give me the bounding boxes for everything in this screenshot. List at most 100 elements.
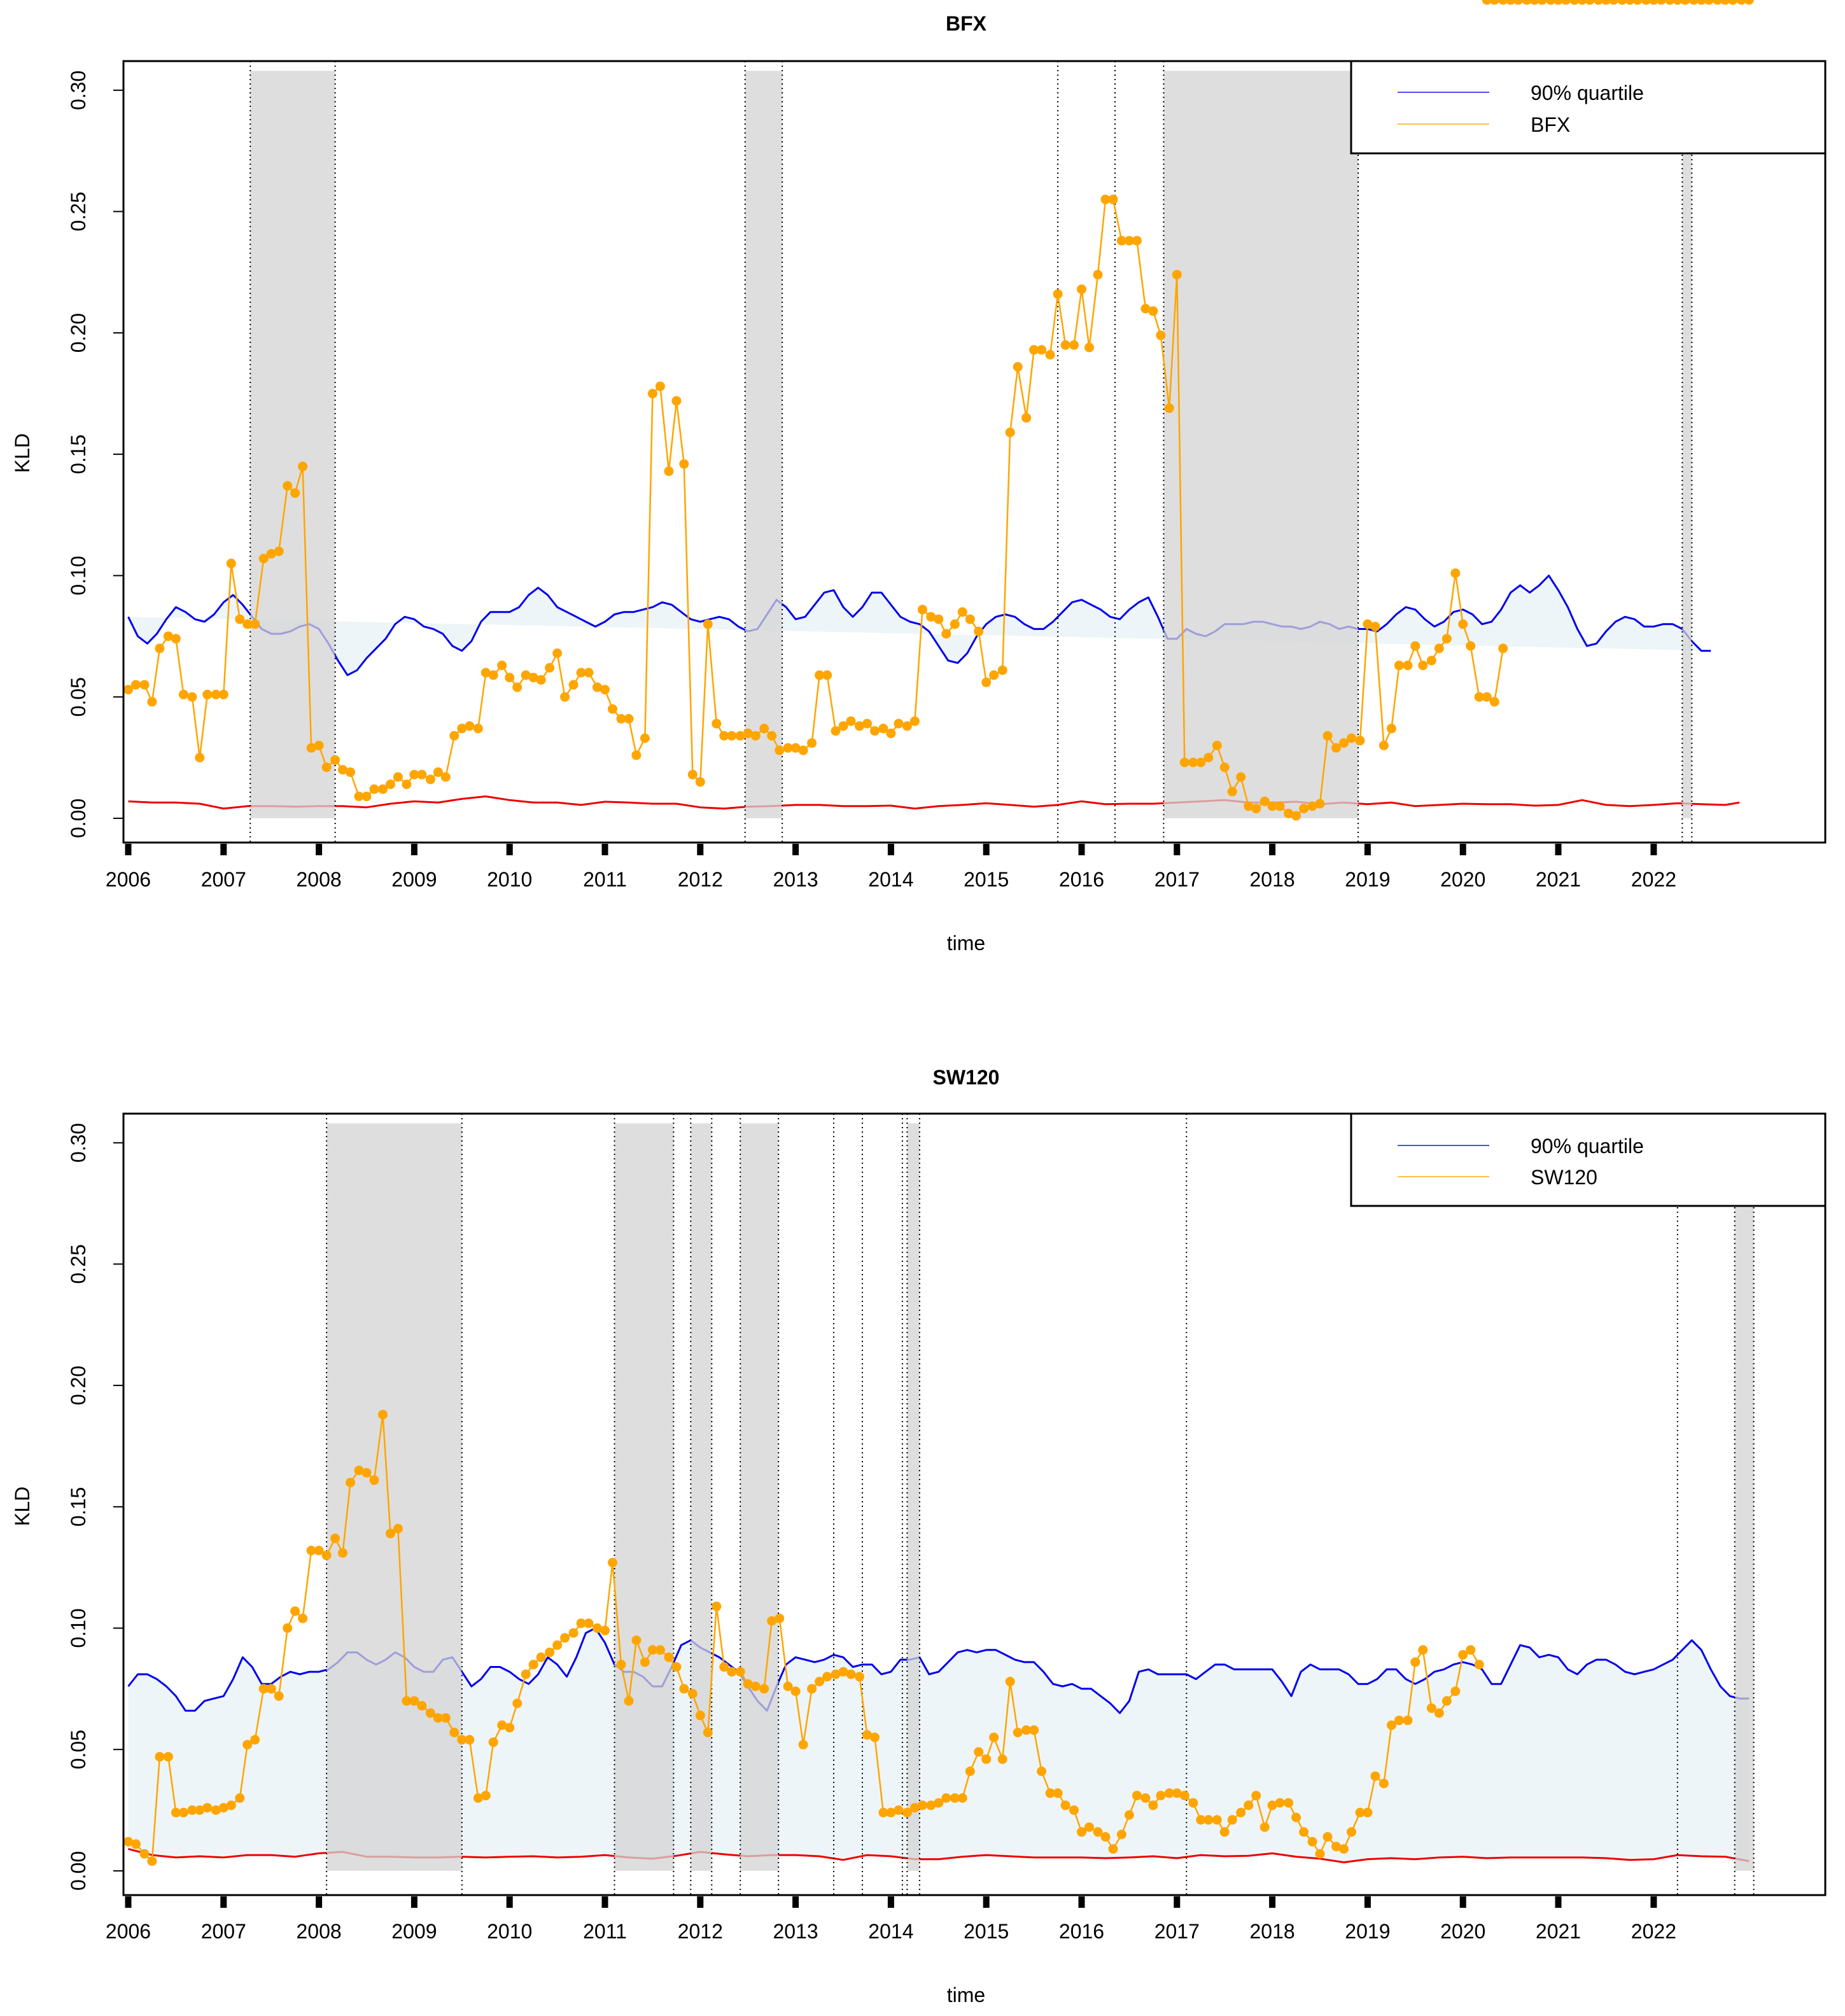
data-point bbox=[647, 389, 657, 398]
y-tick-label: 0.10 bbox=[67, 556, 90, 595]
x-tick-label: 2011 bbox=[583, 1920, 627, 1943]
data-point bbox=[790, 743, 801, 753]
data-point bbox=[950, 619, 960, 629]
data-point bbox=[767, 731, 777, 741]
data-point bbox=[1029, 345, 1039, 355]
data-point bbox=[831, 726, 841, 736]
data-point bbox=[552, 1640, 563, 1650]
data-point bbox=[536, 675, 546, 685]
data-point bbox=[1410, 1657, 1421, 1667]
upper-quartile-line bbox=[127, 575, 1711, 676]
data-point bbox=[647, 1645, 657, 1655]
data-point bbox=[679, 459, 689, 469]
data-point bbox=[178, 1807, 188, 1817]
data-point bbox=[1203, 1815, 1214, 1825]
data-point bbox=[1720, 0, 1730, 5]
data-point bbox=[687, 769, 698, 780]
data-point bbox=[1641, 0, 1651, 5]
data-point bbox=[1418, 1645, 1428, 1655]
data-point bbox=[123, 685, 133, 695]
data-point bbox=[997, 665, 1007, 675]
data-point bbox=[584, 668, 594, 678]
data-point bbox=[290, 1606, 300, 1616]
data-point bbox=[870, 1732, 880, 1742]
data-point bbox=[187, 1805, 197, 1815]
data-point bbox=[1474, 1660, 1484, 1670]
data-point bbox=[290, 488, 300, 498]
data-point bbox=[600, 1625, 610, 1635]
data-point bbox=[1347, 1827, 1356, 1837]
data-point bbox=[163, 1752, 173, 1762]
data-point bbox=[838, 1667, 848, 1677]
data-point bbox=[409, 769, 419, 780]
x-tick-label: 2020 bbox=[1440, 1920, 1485, 1943]
x-tick-label: 2008 bbox=[297, 1920, 342, 1943]
x-tick-mark bbox=[601, 844, 608, 855]
data-point bbox=[1466, 1645, 1476, 1655]
data-point bbox=[1172, 1788, 1182, 1798]
x-tick-label: 2011 bbox=[583, 868, 627, 891]
quantile-band bbox=[128, 1628, 1750, 1863]
x-axis-label: time bbox=[947, 1984, 985, 2006]
data-point bbox=[1164, 403, 1174, 413]
legend-box bbox=[1350, 60, 1827, 155]
data-point bbox=[1284, 1798, 1294, 1808]
data-point bbox=[950, 1793, 960, 1803]
data-point bbox=[1355, 736, 1365, 746]
data-point bbox=[417, 1701, 427, 1711]
x-tick-label: 2018 bbox=[1250, 868, 1295, 891]
data-point bbox=[1037, 345, 1047, 355]
data-point bbox=[1482, 0, 1492, 5]
data-point bbox=[616, 1660, 626, 1670]
data-point bbox=[703, 619, 713, 629]
data-point bbox=[1315, 1849, 1325, 1859]
data-point bbox=[838, 721, 848, 731]
data-point bbox=[1632, 0, 1643, 5]
data-point bbox=[1299, 1827, 1309, 1837]
data-point bbox=[1156, 330, 1166, 340]
data-point bbox=[314, 741, 324, 750]
data-point bbox=[624, 1696, 634, 1706]
x-tick-mark bbox=[316, 844, 323, 855]
x-tick-mark bbox=[220, 1896, 227, 1908]
data-point bbox=[1434, 1708, 1444, 1718]
data-point bbox=[1013, 1728, 1023, 1737]
plot-area: 2006 2007 2008 2009 2010 2011 2012 2013 2014 2015… bbox=[67, 0, 1827, 891]
data-point bbox=[1434, 643, 1444, 654]
data-point bbox=[783, 1681, 793, 1691]
x-tick-label: 2012 bbox=[678, 868, 723, 891]
data-point bbox=[402, 780, 412, 789]
data-point bbox=[655, 1645, 665, 1655]
data-point bbox=[1370, 1771, 1380, 1781]
x-tick-label: 2016 bbox=[1059, 1920, 1104, 1943]
data-point bbox=[790, 1686, 801, 1697]
data-point bbox=[505, 1723, 515, 1733]
data-point bbox=[1617, 0, 1627, 5]
data-point bbox=[1704, 0, 1714, 5]
data-point bbox=[631, 750, 642, 760]
data-point bbox=[608, 1558, 617, 1567]
data-point bbox=[981, 1754, 992, 1764]
data-point bbox=[449, 1728, 459, 1737]
data-point bbox=[1608, 0, 1618, 5]
data-point bbox=[178, 689, 188, 699]
data-point bbox=[1498, 0, 1508, 5]
data-point bbox=[1267, 801, 1277, 811]
data-point bbox=[354, 792, 364, 801]
data-point bbox=[386, 780, 395, 789]
data-point bbox=[1458, 1649, 1468, 1660]
data-point bbox=[1489, 697, 1499, 707]
data-point bbox=[917, 605, 927, 615]
x-tick-label: 2009 bbox=[391, 1920, 437, 1943]
data-point bbox=[560, 692, 570, 702]
plot-frame bbox=[122, 1112, 1827, 1896]
data-point bbox=[187, 692, 197, 702]
data-point bbox=[1212, 741, 1222, 750]
data-point bbox=[1188, 757, 1198, 767]
data-point bbox=[712, 718, 722, 729]
data-point bbox=[440, 1713, 451, 1723]
plot-area: 2006 2007 2008 2009 2010 2011 2012 2013 2014 2015… bbox=[67, 0, 1827, 1943]
data-point bbox=[393, 1523, 403, 1534]
data-point bbox=[1347, 733, 1356, 743]
data-point bbox=[1291, 811, 1301, 821]
